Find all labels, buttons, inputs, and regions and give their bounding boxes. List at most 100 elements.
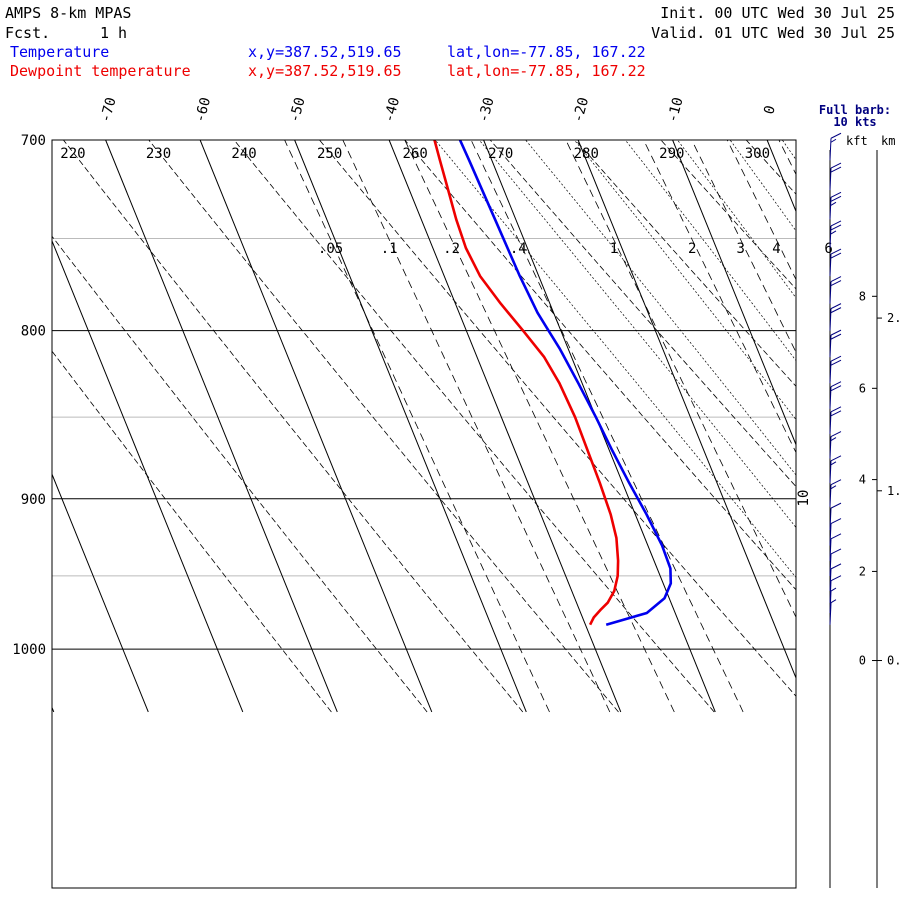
wind-barb-feather xyxy=(830,479,842,486)
init-time: Init. 00 UTC Wed 30 Jul 25 xyxy=(660,4,895,22)
wind-barb-half-feather xyxy=(830,201,837,206)
legend-temperature-xy: x,y=387.52,519.65 xyxy=(248,43,402,61)
km-label: km xyxy=(881,134,895,148)
dry-adiabat xyxy=(148,140,619,713)
wind-barb-staff xyxy=(829,580,832,603)
model-title: AMPS 8-km MPAS xyxy=(5,4,131,22)
moist-adiabat xyxy=(729,140,796,232)
wind-panel-scale: 10 kts xyxy=(833,115,876,129)
dry-adiabat-label: 240 xyxy=(231,146,256,162)
wind-panel-title: Full barb: xyxy=(819,103,891,117)
mixing-ratio-label: .4 xyxy=(510,241,527,257)
dry-adiabat xyxy=(575,140,796,387)
wind-barb-feather xyxy=(830,563,842,570)
wind-barb-staff xyxy=(829,225,832,248)
mixing-ratio-line xyxy=(643,140,796,454)
dry-adiabat-label: 270 xyxy=(488,146,513,162)
isotherm xyxy=(52,472,149,713)
plot-frame xyxy=(51,139,797,889)
wind-barb-feather xyxy=(830,166,842,173)
temperature-tick-label: -30 xyxy=(476,96,498,125)
pressure-tick-label: 700 xyxy=(21,133,46,149)
kft-label: kft xyxy=(846,134,868,148)
wind-barb xyxy=(829,162,842,191)
dry-adiabat xyxy=(319,140,796,697)
legend-dewpoint-name: Dewpoint temperature xyxy=(10,62,191,80)
temperature-profile-line xyxy=(458,140,673,626)
wind-barb-half-feather xyxy=(830,587,837,592)
km-tick-label: 2. xyxy=(887,311,900,325)
wind-barb-feather xyxy=(830,359,842,366)
wind-barb xyxy=(829,455,842,483)
wind-barb-staff xyxy=(829,197,832,220)
wind-barb-half-feather xyxy=(830,461,837,466)
pressure-tick-label: 900 xyxy=(21,492,46,508)
valid-time: Valid. 01 UTC Wed 30 Jul 25 xyxy=(651,24,895,42)
mixing-ratio-line xyxy=(404,140,675,713)
wind-barb-feather xyxy=(830,385,842,392)
wind-barb-feather xyxy=(830,455,842,462)
wind-barb-staff xyxy=(829,568,832,591)
moist-adiabat xyxy=(478,140,796,529)
wind-barb xyxy=(829,381,842,409)
wind-barb xyxy=(829,248,842,277)
dry-adiabat-label: 260 xyxy=(403,146,428,162)
pressure-tick-label: 800 xyxy=(21,324,46,340)
temperature-tick-label: -50 xyxy=(287,96,309,125)
dry-adiabat xyxy=(63,140,524,713)
wind-barb xyxy=(829,575,842,603)
kft-tick-label: 6 xyxy=(859,381,866,395)
wind-barb-feather xyxy=(830,191,842,198)
kft-tick-label: 2 xyxy=(859,564,866,578)
wind-barb-feather xyxy=(830,333,842,340)
km-tick-label: 1. xyxy=(887,484,900,498)
wind-barb xyxy=(829,563,842,591)
isotherm xyxy=(672,140,796,446)
dry-adiabat xyxy=(233,140,715,713)
dry-adiabat xyxy=(489,140,796,488)
dry-adiabat-label: 250 xyxy=(317,146,342,162)
temperature-tick-label: -60 xyxy=(192,96,214,125)
wind-barb xyxy=(829,533,842,561)
isotherm xyxy=(766,140,796,213)
wind-barb xyxy=(829,502,842,531)
wind-barb-feather xyxy=(830,502,842,509)
mixing-ratio-line xyxy=(342,140,611,713)
mixing-ratio-label: .05 xyxy=(318,241,343,257)
temperature-tick-label: -70 xyxy=(98,96,120,125)
wind-barb xyxy=(829,191,842,220)
moist-adiabat-label: 10 xyxy=(796,490,812,507)
mixing-ratio-line xyxy=(691,140,796,354)
wind-barb-staff xyxy=(829,602,832,625)
isotherm xyxy=(577,140,796,680)
wind-barb-half-feather xyxy=(830,485,837,490)
wind-barb xyxy=(829,518,842,546)
mixing-ratio-line xyxy=(470,140,744,713)
wind-barb-half-feather xyxy=(830,138,837,143)
wind-barb-staff xyxy=(829,138,832,161)
wind-barb-staff xyxy=(829,168,832,191)
isotherm xyxy=(105,140,338,713)
wind-barb-feather xyxy=(830,548,842,555)
dry-adiabat xyxy=(52,235,428,713)
dry-adiabat-label: 220 xyxy=(60,146,85,162)
isotherm xyxy=(52,706,55,713)
moist-adiabat xyxy=(882,140,900,712)
temperature-tick-label: -10 xyxy=(665,96,687,125)
forecast-value: 1 h xyxy=(100,24,127,42)
temperature-tick-label: -20 xyxy=(570,96,592,125)
kft-tick-label: 0 xyxy=(859,654,866,668)
wind-barb-staff xyxy=(829,553,832,576)
km-tick-label: 0. xyxy=(887,654,900,668)
moist-adiabat xyxy=(782,140,796,161)
temperature-tick-label: -40 xyxy=(381,96,403,125)
wind-barb-feather xyxy=(830,406,842,413)
wind-barb xyxy=(829,329,842,358)
dry-adiabat xyxy=(52,350,332,713)
plot-background-lines xyxy=(52,140,900,713)
dry-adiabat-label: 280 xyxy=(574,146,599,162)
wind-barb-half-feather xyxy=(830,437,837,441)
wind-barb-feather xyxy=(830,307,842,314)
wind-barb-staff xyxy=(829,254,832,277)
